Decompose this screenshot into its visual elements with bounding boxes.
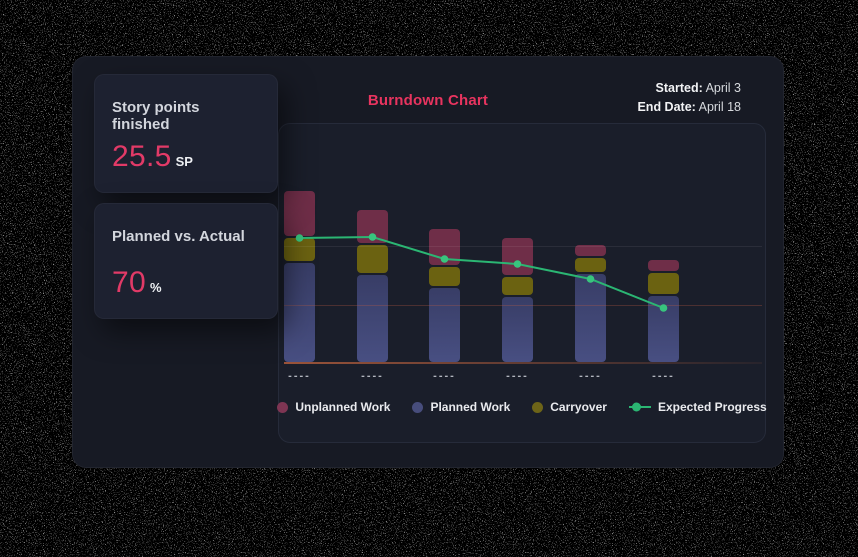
start-date-value: April 3 [705,81,741,95]
planned-vs-actual-value: 70 [112,266,146,299]
start-date-label: Started: [655,81,703,95]
stat-card-planned-vs-actual: Planned vs. Actual 70 % [94,203,278,319]
expected-progress-point[interactable] [295,234,304,242]
legend-label: Planned Work [430,400,511,414]
expected-progress-dot-icon [631,402,641,412]
x-tick-label: ---- [506,370,529,382]
end-date-value: April 18 [698,100,741,114]
planned-work-swatch-icon [412,401,424,413]
expected-progress-point[interactable] [586,275,595,283]
legend-label: Unplanned Work [295,400,391,414]
expected-progress-point[interactable] [513,260,522,268]
legend-item-carryover[interactable]: Carryover [532,400,607,414]
x-tick-label: ---- [579,370,602,382]
plot-area: ---- ---- ---- ---- ---- ---- [279,124,765,442]
burndown-chart-panel: ---- ---- ---- ---- ---- ---- Unplanned Work … [277,123,767,443]
unplanned-work-swatch-icon [277,401,289,413]
expected-progress-point[interactable] [440,255,449,263]
end-date-label: End Date: [637,100,696,114]
stat-card-story-points: Story points finished 25.5 SP [94,74,278,193]
x-tick-label: ---- [652,370,675,382]
x-tick-label: ---- [361,370,384,382]
expected-progress-point[interactable] [368,233,377,241]
expected-progress-line-layer [295,233,668,312]
expected-progress-point[interactable] [659,304,668,312]
legend-item-planned-work[interactable]: Planned Work [412,400,510,414]
end-date-row: End Date: April 18 [637,98,741,117]
legend-item-unplanned-work[interactable]: Unplanned Work [277,400,390,414]
story-points-value: 25.5 [112,140,172,173]
expected-progress-swatch-icon [628,402,651,412]
story-points-unit: SP [175,154,193,169]
legend-label: Carryover [550,400,607,414]
start-date-row: Started: April 3 [637,79,741,98]
chart-legend: Unplanned Work Planned Work Carryover Ex… [277,400,767,414]
stat-card-title: Planned vs. Actual [112,228,245,245]
x-tick-label: ---- [288,370,311,382]
sprint-dates: Started: April 3 End Date: April 18 [637,79,741,117]
expected-progress-line [299,235,664,309]
stat-value-row: 25.5 SP [112,140,193,174]
stat-card-title: Story points finished [112,99,200,133]
carryover-swatch-icon [532,401,544,413]
legend-label: Expected Progress [657,400,767,414]
legend-item-expected-progress[interactable]: Expected Progress [628,400,767,414]
dashboard-panel: Burndown Chart Started: April 3 End Date… [72,56,784,468]
planned-vs-actual-unit: % [149,280,162,295]
stat-value-row: 70 % [112,266,162,300]
x-tick-label: ---- [433,370,456,382]
